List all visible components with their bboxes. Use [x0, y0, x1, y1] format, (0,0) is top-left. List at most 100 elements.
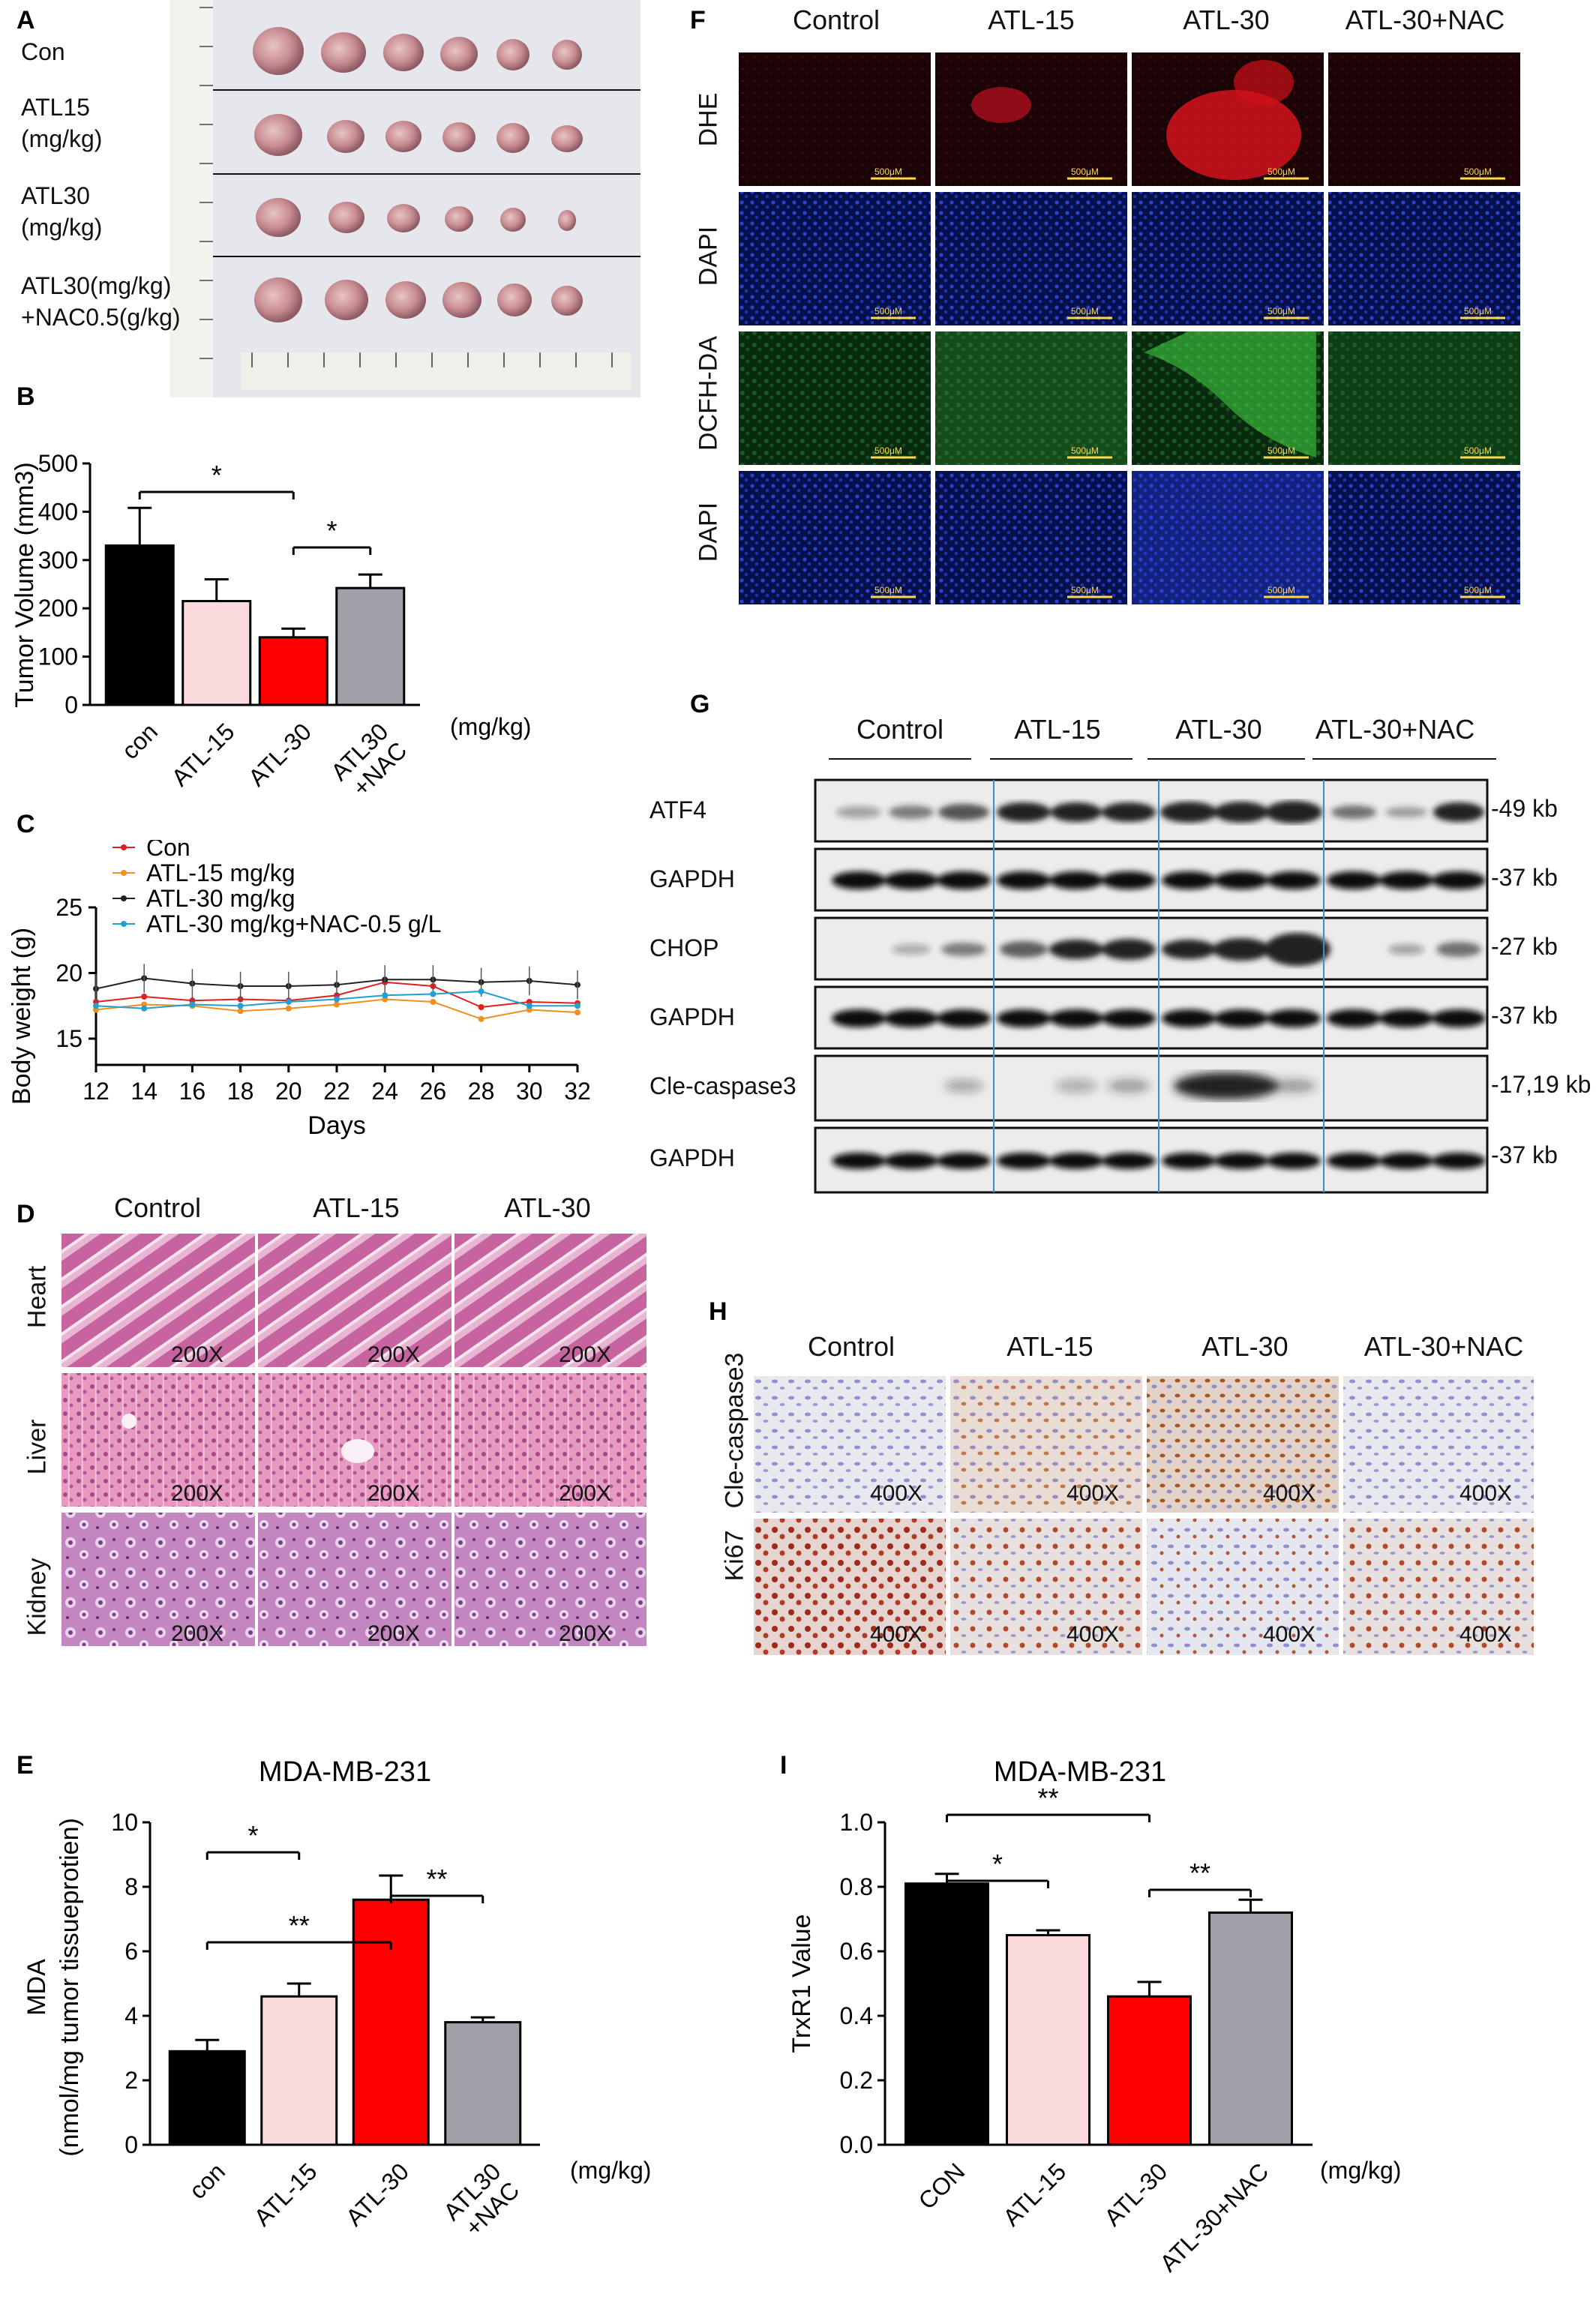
- row-label-line1: ATL15: [21, 94, 90, 121]
- kd-label-gapdh-3: -37 kb: [1491, 1141, 1558, 1168]
- scalebar-label: 500μM: [1268, 166, 1295, 177]
- y-tick-label: 0.2: [840, 2067, 873, 2094]
- mag-label: 200X: [368, 1481, 421, 1506]
- panel-h-col-control: Control: [807, 1331, 896, 1362]
- panel-d-col-control: Control: [113, 1192, 202, 1223]
- scalebar-label: 500μM: [1071, 585, 1099, 595]
- series-point: [334, 996, 340, 1003]
- bar: [352, 1898, 430, 2146]
- series-point: [574, 1009, 580, 1015]
- bar: [444, 2021, 522, 2146]
- significance-label: *: [326, 515, 337, 546]
- x-tick-label: 22: [323, 1078, 350, 1105]
- panel-f-col-atl15: ATL-15: [988, 4, 1075, 35]
- scalebar-label: 500μM: [1071, 166, 1099, 177]
- kd-label-atf4: -49 kb: [1491, 795, 1558, 822]
- panel-d-row-kidney: Kidney: [22, 1558, 52, 1636]
- blot-label-gapdh-3: GAPDH: [650, 1144, 735, 1171]
- series-point: [382, 992, 388, 999]
- legend-marker: [121, 870, 127, 876]
- significance-label: **: [1190, 1858, 1210, 1888]
- bar: [168, 2050, 246, 2146]
- y-tick-label: 0.6: [840, 1938, 873, 1965]
- row-label-line2: +NAC0.5(g/kg): [21, 304, 181, 331]
- significance-label: **: [426, 1864, 447, 1894]
- y-tick-label: 10: [111, 1809, 138, 1836]
- panel-a-row-label-atl30-nac: ATL30(mg/kg) +NAC0.5(g/kg): [21, 270, 181, 333]
- series-point: [430, 991, 436, 997]
- chart-b-tumor-volume: 0 100 200 300 400 500 con ATL-15 ATL-30 ATL30+NAC…: [10, 450, 531, 802]
- mag-label: 400X: [1066, 1481, 1120, 1506]
- bar: [258, 636, 328, 706]
- panel-g-group-atl30: ATL-30: [1175, 714, 1262, 745]
- panel-letter-h: H: [709, 1297, 728, 1326]
- bar: [182, 600, 252, 706]
- legend-marker: [121, 895, 127, 901]
- legend-label: ATL-30 mg/kg: [146, 885, 296, 912]
- y-tick-label: 200: [38, 595, 78, 622]
- he-histology-grid: [62, 1234, 646, 1646]
- series-point: [141, 1005, 148, 1012]
- panel-letter-c: C: [16, 810, 35, 838]
- blot-label-gapdh-1: GAPDH: [650, 865, 735, 892]
- x-tick-label: ATL-15: [249, 2158, 322, 2231]
- x-tick-label: 14: [130, 1078, 158, 1105]
- series-point: [285, 999, 292, 1005]
- legend-label: ATL-15 mg/kg: [146, 859, 296, 886]
- scalebar-label: 500μM: [1464, 585, 1492, 595]
- x-tick-label: ATL30+NAC: [438, 2158, 524, 2244]
- y-tick-label: 400: [38, 498, 78, 525]
- mag-label: 400X: [1460, 1622, 1513, 1647]
- y-tick-label: 15: [56, 1025, 82, 1052]
- x-tick-label: con: [184, 2158, 230, 2204]
- panel-letter-i: I: [780, 1751, 788, 1780]
- panel-letter-e: E: [16, 1751, 34, 1780]
- row-label-line1: ATL30(mg/kg): [21, 272, 172, 299]
- panel-f-col-atl30: ATL-30: [1183, 4, 1270, 35]
- significance-label: **: [289, 1910, 310, 1941]
- scalebar-label: 500μM: [1268, 306, 1295, 316]
- series-point: [141, 994, 148, 1000]
- panel-a-row-label-atl30: ATL30 (mg/kg): [21, 180, 102, 243]
- x-tick-label: 16: [179, 1078, 206, 1105]
- panel-d-row-liver: Liver: [22, 1419, 52, 1475]
- blot-label-atf4: ATF4: [650, 796, 706, 823]
- unit-label: (mg/kg): [570, 2157, 651, 2184]
- scalebar-label: 500μM: [1464, 445, 1492, 456]
- x-tick-label: 24: [371, 1078, 398, 1105]
- mag-label: 400X: [1263, 1481, 1316, 1506]
- panel-d-row-heart: Heart: [22, 1265, 52, 1329]
- scalebar-label: 500μM: [1268, 585, 1295, 595]
- bar: [260, 1995, 338, 2146]
- x-tick-label: ATL-30: [243, 718, 316, 791]
- row-label-line1: ATL30: [21, 182, 90, 209]
- series-point: [574, 1003, 580, 1009]
- legend-marker: [121, 921, 127, 927]
- bar: [904, 1882, 989, 2146]
- panel-f-row-dhe: DHE: [694, 92, 723, 147]
- mag-label: 200X: [368, 1342, 421, 1367]
- panel-h-col-atl30: ATL-30: [1202, 1331, 1288, 1362]
- series-point: [478, 1004, 484, 1010]
- x-tick-label: 30: [516, 1078, 543, 1105]
- panel-f-row-dapi-2: DAPI: [694, 502, 723, 562]
- bar: [1107, 1995, 1192, 2146]
- mag-label: 200X: [559, 1342, 612, 1367]
- scalebar-label: 500μM: [874, 585, 902, 595]
- mag-label: 200X: [171, 1342, 224, 1367]
- legend-marker: [121, 844, 127, 850]
- series-point: [334, 1001, 340, 1008]
- x-tick-label: 32: [564, 1078, 591, 1105]
- scalebar-label: 500μM: [874, 445, 902, 456]
- bar: [335, 586, 406, 706]
- series-point: [478, 1015, 484, 1022]
- bar: [1006, 1934, 1090, 2146]
- blot-label-chop: CHOP: [650, 934, 719, 961]
- series-point: [285, 1005, 292, 1012]
- scalebar-label: 500μM: [874, 166, 902, 177]
- kd-label-gapdh-1: -37 kb: [1491, 864, 1558, 891]
- bar: [1208, 1911, 1293, 2146]
- y-tick-label: 6: [124, 1938, 138, 1965]
- panel-letter-f: F: [690, 6, 706, 34]
- y-tick-label: 0: [124, 2131, 138, 2158]
